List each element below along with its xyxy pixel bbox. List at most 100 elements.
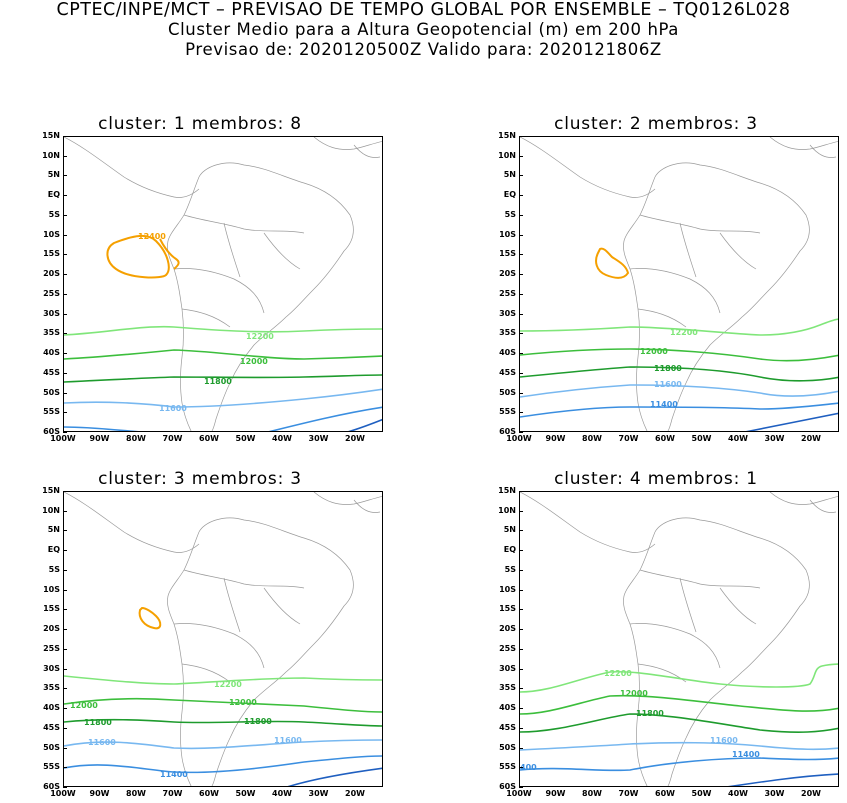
lat-tick-label: 20S xyxy=(499,624,516,634)
lat-tick xyxy=(519,510,523,512)
lat-tick-label: EQ xyxy=(503,545,516,555)
lat-tick-label: 60S xyxy=(499,427,516,436)
lon-tick-label: 60W xyxy=(199,789,219,798)
contour-11200 xyxy=(727,773,838,786)
lat-tick-label: 5S xyxy=(48,564,60,574)
label-11400: 11400 xyxy=(160,770,188,779)
contour-12000 xyxy=(64,698,382,713)
lat-tick xyxy=(63,175,67,177)
lat-tick xyxy=(519,372,523,374)
coastline-segment xyxy=(520,492,656,553)
map-area: 12400 12200 12000 11800 11600 xyxy=(63,136,383,432)
lon-tick-label: 80W xyxy=(126,789,146,798)
lat-tick-label: 5N xyxy=(47,170,60,180)
lat-tick xyxy=(63,510,67,512)
lat-tick-label: 5S xyxy=(504,209,516,219)
panel-title: cluster: 4 membros: 1 xyxy=(554,469,758,489)
map-area: 12200 12000 12000 11800 11800 11600 1160… xyxy=(63,491,383,787)
contour-11800 xyxy=(520,713,838,733)
label-12400: 12400 xyxy=(138,232,166,241)
lat-tick-label: 45S xyxy=(499,722,516,732)
contour-11400 xyxy=(64,406,382,431)
coastline-map xyxy=(520,492,838,786)
lat-tick-label: 25S xyxy=(43,643,60,653)
lon-tick-label: 50W xyxy=(691,789,712,798)
lat-tick xyxy=(519,609,523,611)
contour-12200 xyxy=(520,318,838,336)
coastline-map xyxy=(64,137,382,431)
label-12200: 12200 xyxy=(246,332,274,341)
lon-tick-label: 40W xyxy=(728,789,748,798)
lat-tick-label: 15N xyxy=(498,486,516,495)
lat-tick xyxy=(519,214,523,216)
coastline-segment xyxy=(623,176,656,431)
lat-tick xyxy=(519,688,523,690)
lon-tick-label: 90W xyxy=(545,434,566,443)
map-area: 12200 12000 11800 11600 11400 400 xyxy=(519,491,839,787)
lat-tick xyxy=(63,688,67,690)
lat-tick xyxy=(63,629,67,631)
lat-tick xyxy=(519,175,523,177)
contour-12000 xyxy=(520,694,838,715)
lat-tick-label: 10S xyxy=(43,584,60,594)
lat-tick xyxy=(519,155,523,157)
label-11600: 11600 xyxy=(710,736,738,745)
lat-tick-label: 15S xyxy=(43,604,60,614)
lat-tick xyxy=(519,589,523,591)
lat-tick-label: EQ xyxy=(503,190,516,200)
map-svg: 12200 12000 11800 11600 11400 xyxy=(520,137,838,431)
lat-tick xyxy=(63,648,67,650)
label-11400: 11400 xyxy=(732,750,760,759)
lon-tick-label: 20W xyxy=(345,789,365,798)
lat-tick-label: 10N xyxy=(498,150,516,160)
header-title: CPTEC/INPE/MCT – PREVISAO DE TEMPO GLOBA… xyxy=(56,0,791,20)
coastline-segment xyxy=(167,176,200,431)
lat-tick xyxy=(63,550,67,552)
lat-tick-label: 25S xyxy=(499,643,516,653)
coastline-segment xyxy=(623,531,656,786)
coastline-segment xyxy=(223,222,241,278)
label-12200: 12200 xyxy=(670,328,698,337)
label-11800: 11800 xyxy=(636,709,664,718)
coastline-segment xyxy=(173,623,265,669)
lon-tick-label: 30W xyxy=(308,434,329,443)
label-11800: 11800 xyxy=(84,718,112,727)
lat-tick xyxy=(519,254,523,256)
coastline-segment xyxy=(719,587,757,625)
coastline-segment xyxy=(353,499,381,513)
label-11800: 11800 xyxy=(654,364,682,373)
coastline-segment xyxy=(654,517,810,786)
lat-tick-label: 15N xyxy=(42,486,60,495)
lat-tick-label: 30S xyxy=(43,308,60,318)
lat-tick-label: 10N xyxy=(498,505,516,515)
coastline-segment xyxy=(64,137,200,198)
contour-12000 xyxy=(64,349,382,360)
lat-tick-label: 10S xyxy=(43,229,60,239)
coastline-segment xyxy=(313,137,382,150)
lat-tick-label: 15S xyxy=(499,249,516,259)
contour-11400 xyxy=(64,755,382,774)
lat-tick-label: 30S xyxy=(499,663,516,673)
lat-tick-label: 15S xyxy=(499,604,516,614)
contour-12400 xyxy=(106,235,180,279)
lat-tick-label: 10N xyxy=(42,505,60,515)
contour-11600 xyxy=(520,384,838,398)
lat-tick-label: 15N xyxy=(42,131,60,140)
lat-tick-label: 55S xyxy=(43,407,60,417)
lon-tick-label: 50W xyxy=(235,434,256,443)
lat-tick xyxy=(519,293,523,295)
lat-tick-label: 45S xyxy=(43,722,60,732)
lat-tick-label: 40S xyxy=(499,703,516,713)
lat-tick xyxy=(63,234,67,236)
lat-tick-label: 50S xyxy=(43,742,60,752)
lat-tick xyxy=(63,372,67,374)
lat-tick-label: 35S xyxy=(499,683,516,693)
lat-tick-label: 5S xyxy=(504,564,516,574)
panel-cluster-1: cluster: 1 membros: 8 12400 12200 12000 … xyxy=(0,114,400,444)
lat-tick-label: 20S xyxy=(43,269,60,279)
lat-tick xyxy=(63,747,67,749)
lat-tick xyxy=(63,589,67,591)
panel-title: cluster: 3 membros: 3 xyxy=(98,469,302,489)
coastline-segment xyxy=(679,222,697,278)
lat-tick-label: 20S xyxy=(499,269,516,279)
